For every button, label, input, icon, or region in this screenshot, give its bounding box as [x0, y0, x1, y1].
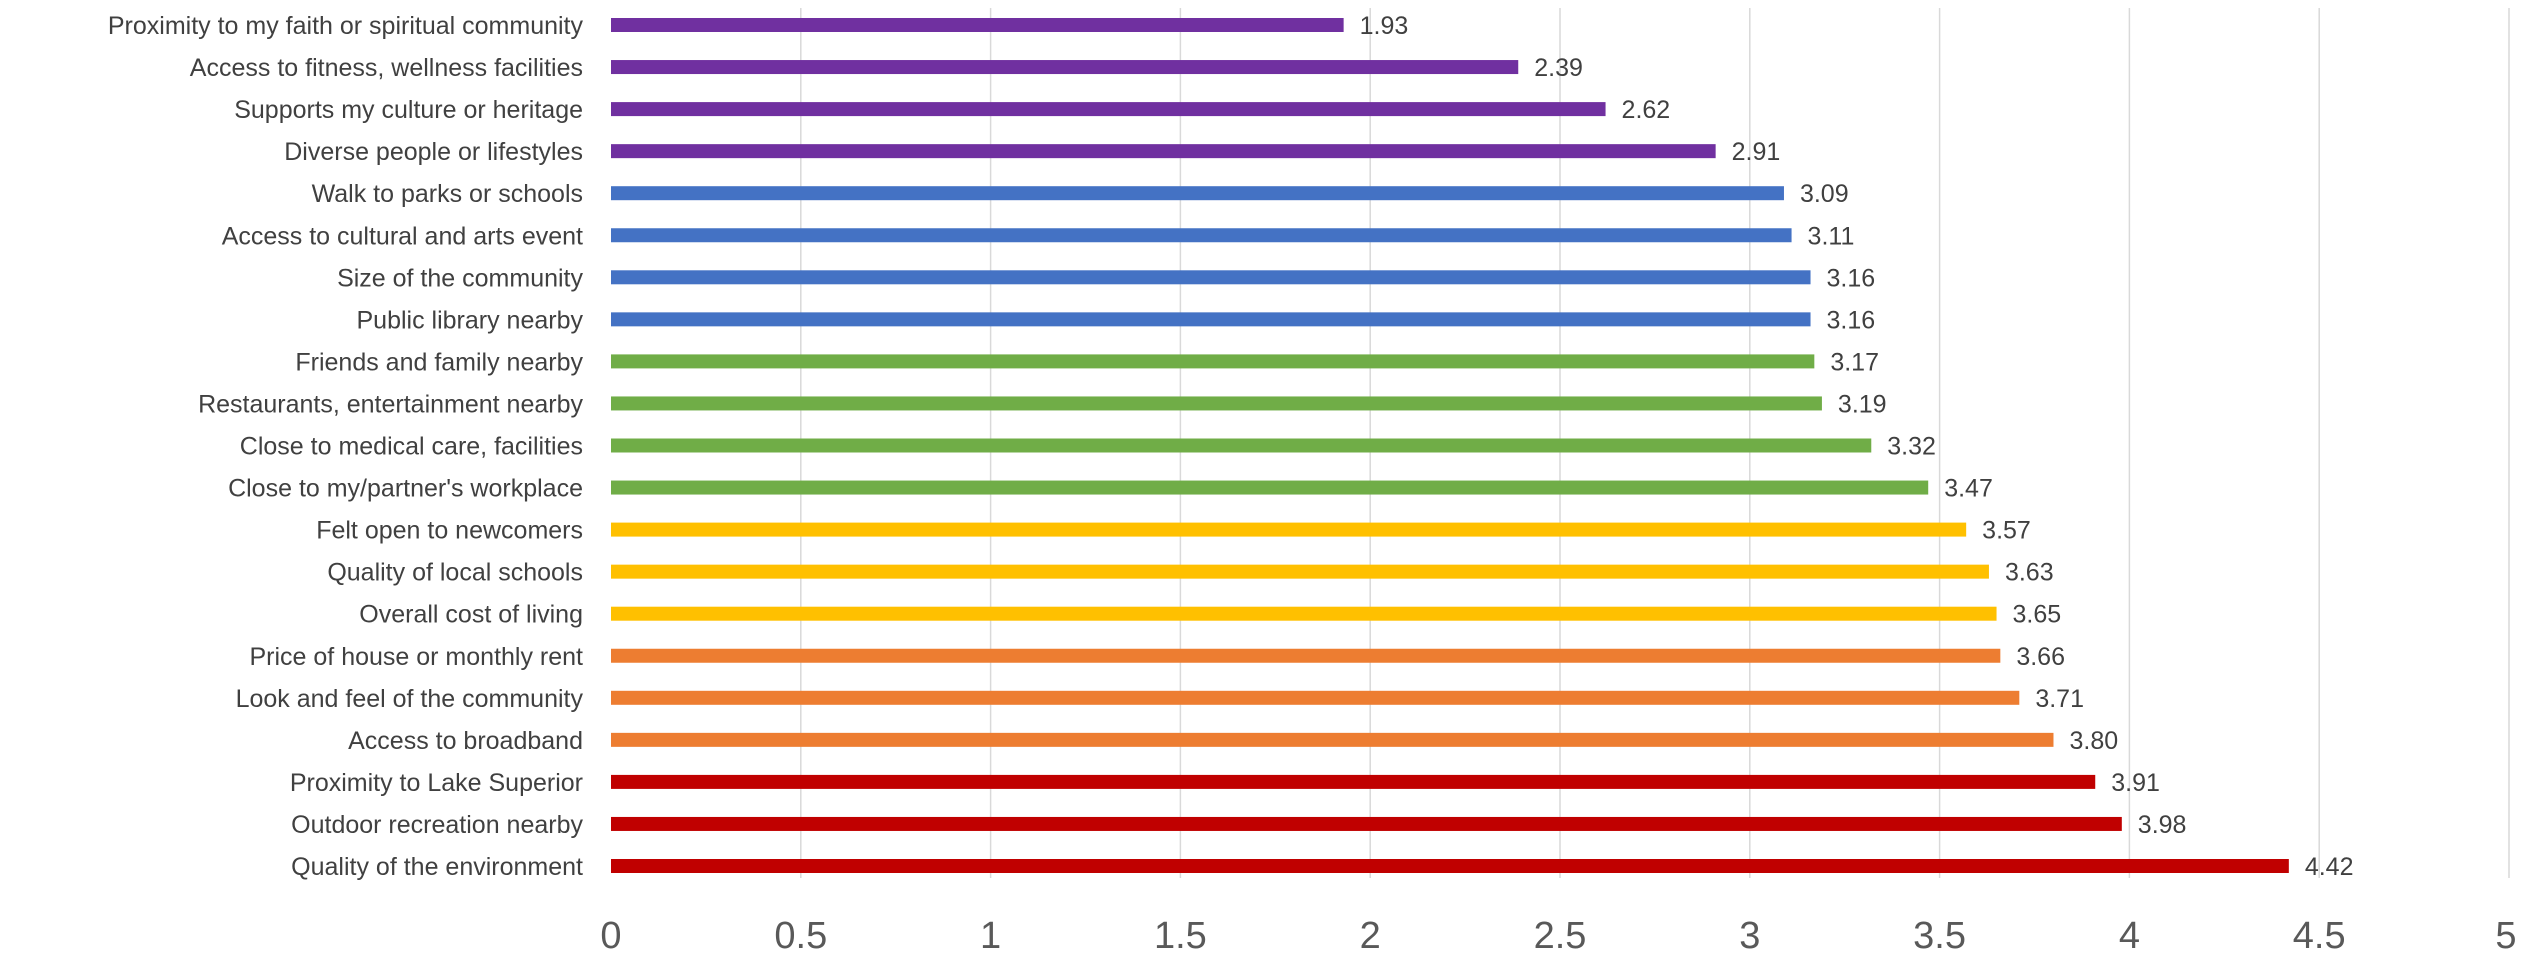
bar [611, 774, 2096, 789]
value-label: 3.16 [1827, 264, 1876, 292]
bar [611, 690, 2020, 705]
category-label: Access to broadband [348, 727, 583, 755]
bar [611, 312, 1811, 327]
value-label: 3.71 [2035, 685, 2084, 713]
value-label: 3.17 [1830, 348, 1879, 376]
category-label: Restaurants, entertainment nearby [198, 390, 583, 418]
value-labels: 1.93 2.39 2.62 2.91 3.09 3.11 3.16 3.16 3.17 3.19… [1360, 12, 2354, 881]
category-label: Access to cultural and arts event [222, 222, 583, 250]
bar [611, 480, 1929, 495]
value-label: 3.32 [1887, 433, 1936, 461]
value-label: 3.66 [2016, 643, 2065, 671]
value-label: 3.16 [1827, 306, 1876, 334]
value-label: 3.80 [2069, 727, 2118, 755]
category-label: Quality of the environment [291, 853, 583, 881]
value-label: 3.11 [1808, 222, 1855, 250]
bar [611, 522, 1967, 537]
bar [611, 18, 1344, 32]
bar [611, 564, 1989, 579]
value-label: 3.63 [2005, 559, 2054, 587]
value-label: 1.93 [1360, 12, 1409, 40]
x-tick-label: 1.5 [1154, 915, 1207, 957]
value-label: 2.39 [1534, 54, 1583, 82]
bar [611, 816, 2122, 831]
category-label: Overall cost of living [359, 601, 583, 629]
x-tick-label: 0 [600, 915, 621, 957]
x-tick-label: 0.5 [774, 915, 827, 957]
bar [611, 102, 1606, 117]
value-label: 3.09 [1800, 180, 1849, 208]
x-tick-label: 5 [2495, 915, 2516, 957]
bar [611, 859, 2289, 873]
category-label: Walk to parks or schools [312, 180, 583, 208]
bars [611, 18, 2289, 873]
category-label: Close to medical care, facilities [240, 433, 583, 461]
value-label: 3.98 [2138, 811, 2187, 839]
category-label: Proximity to my faith or spiritual commu… [108, 12, 584, 40]
bar [611, 354, 1815, 369]
bar [611, 270, 1811, 285]
category-label: Felt open to newcomers [316, 517, 583, 545]
x-tick-label: 3 [1739, 915, 1760, 957]
bar [611, 732, 2054, 747]
value-label: 2.91 [1732, 138, 1781, 166]
category-label: Look and feel of the community [236, 685, 584, 713]
category-label: Supports my culture or heritage [234, 96, 583, 124]
value-label: 4.42 [2305, 853, 2354, 881]
bar [611, 396, 1822, 411]
bar [611, 438, 1872, 453]
category-label: Quality of local schools [327, 559, 583, 587]
category-label: Proximity to Lake Superior [290, 769, 583, 797]
x-axis-ticks: 0 0.5 1 1.5 2 2.5 3 3.5 4 4.5 5 [600, 915, 2516, 957]
value-label: 3.47 [1944, 475, 1993, 503]
x-tick-label: 2 [1360, 915, 1381, 957]
category-label: Price of house or monthly rent [250, 643, 584, 671]
value-label: 3.19 [1838, 390, 1887, 418]
bar [611, 60, 1519, 75]
category-label: Public library nearby [357, 306, 584, 334]
category-label: Size of the community [337, 264, 583, 292]
bar [611, 228, 1792, 243]
category-label: Close to my/partner's workplace [228, 475, 583, 503]
category-label: Friends and family nearby [295, 348, 583, 376]
x-tick-label: 3.5 [1913, 915, 1966, 957]
bar [611, 606, 1997, 621]
category-labels: Proximity to my faith or spiritual commu… [108, 12, 584, 881]
bar [611, 144, 1716, 159]
category-label: Access to fitness, wellness facilities [190, 54, 583, 82]
x-tick-label: 2.5 [1534, 915, 1587, 957]
value-label: 3.57 [1982, 517, 2031, 545]
category-label: Outdoor recreation nearby [291, 811, 583, 839]
category-label: Diverse people or lifestyles [284, 138, 583, 166]
value-label: 2.62 [1622, 96, 1671, 124]
bar [611, 186, 1784, 201]
bar [611, 648, 2001, 663]
x-tick-label: 1 [980, 915, 1001, 957]
x-tick-label: 4 [2119, 915, 2140, 957]
value-label: 3.65 [2013, 601, 2062, 629]
x-tick-label: 4.5 [2293, 915, 2346, 957]
value-label: 3.91 [2111, 769, 2160, 797]
